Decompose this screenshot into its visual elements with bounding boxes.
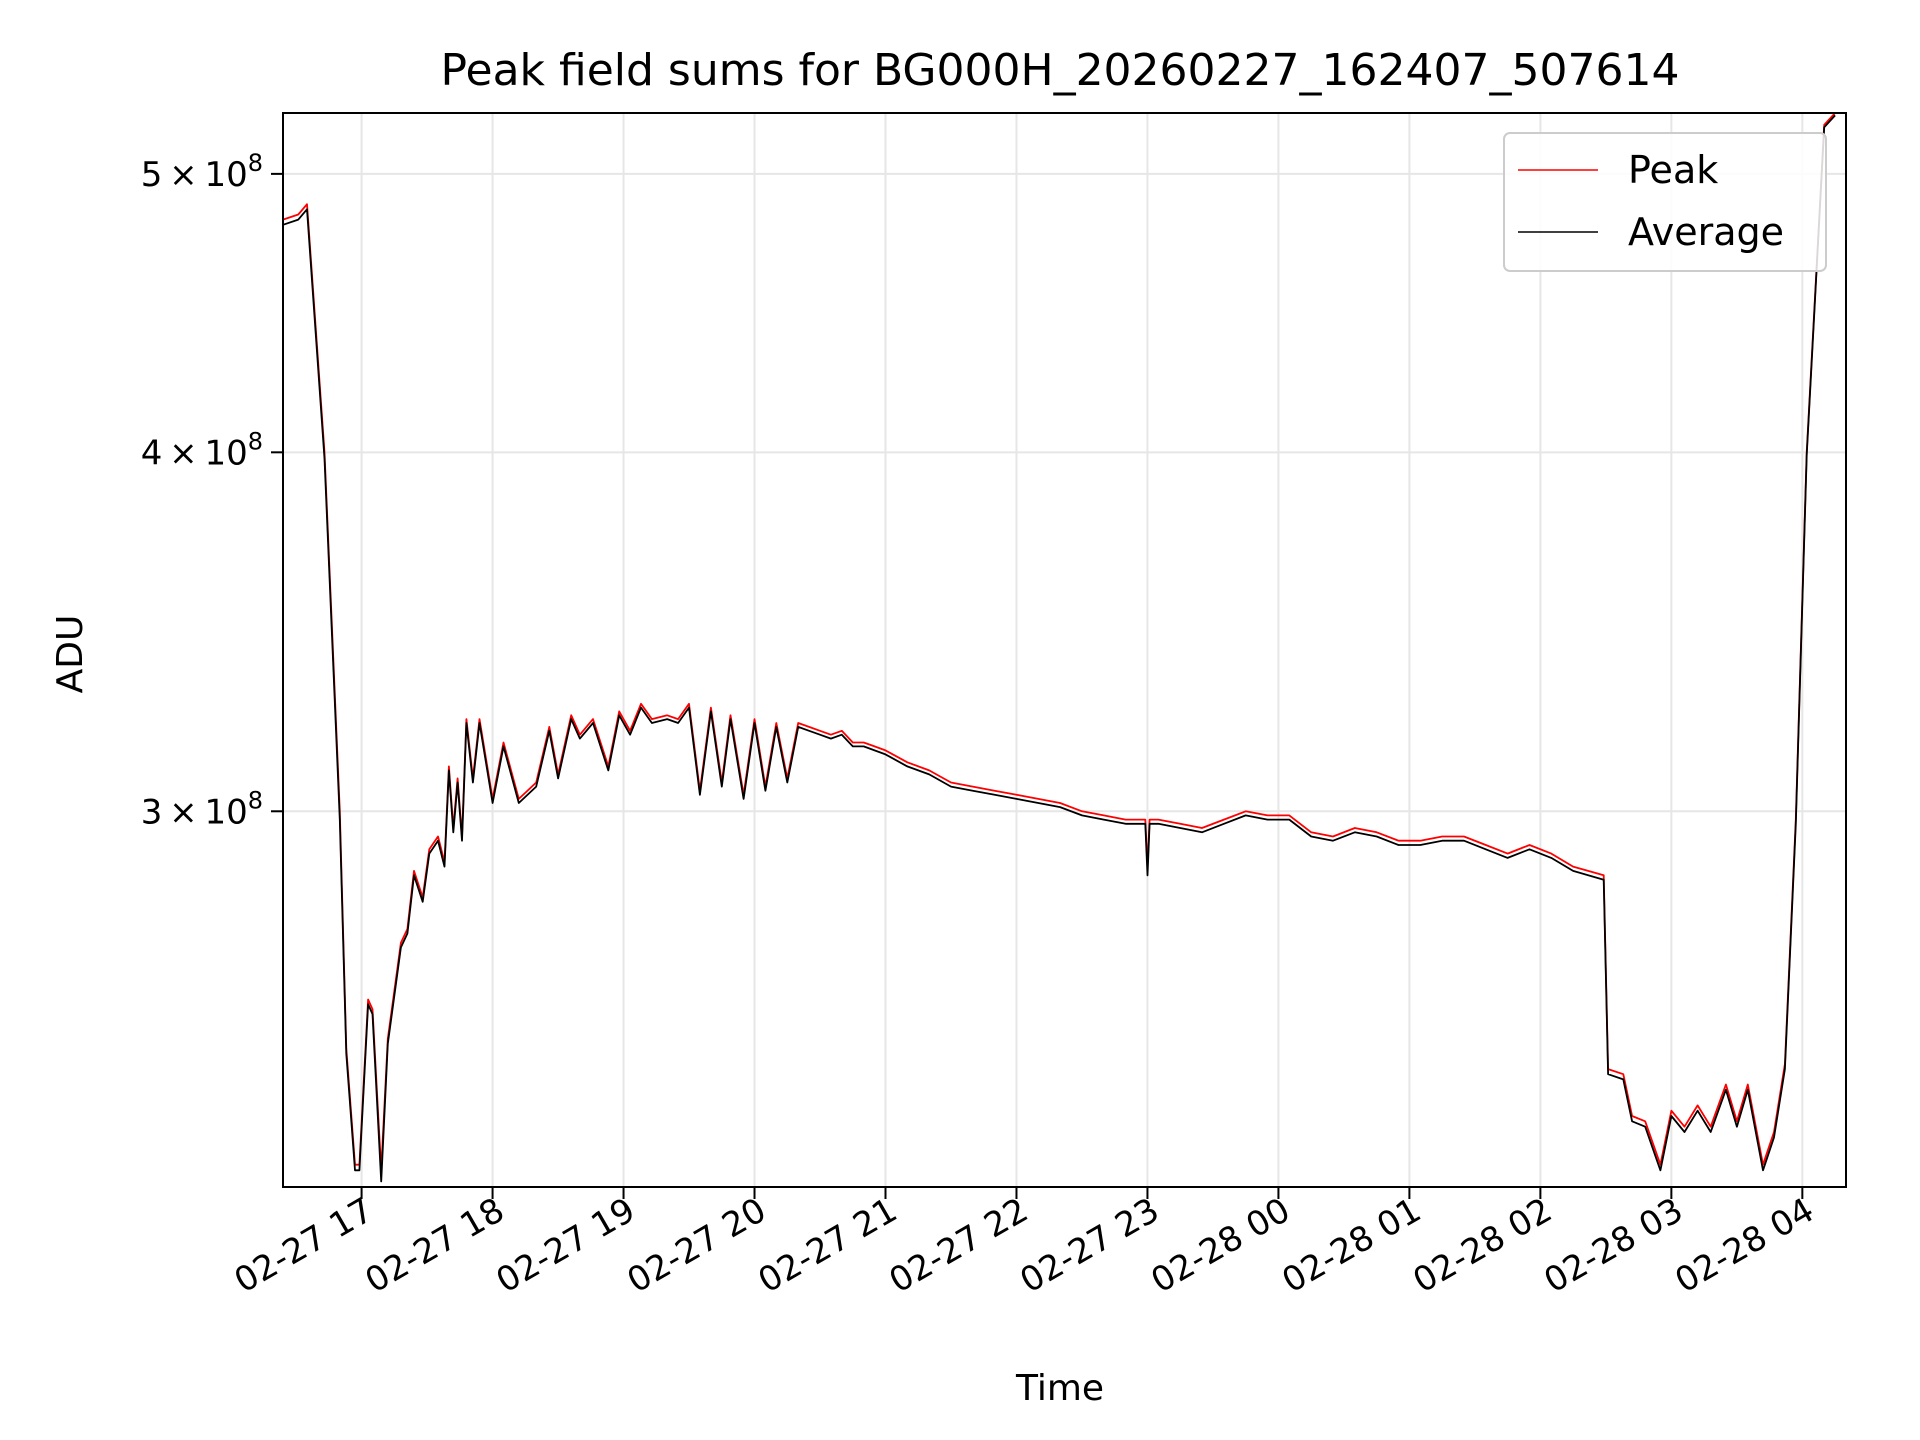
legend: Peak Average [1503,132,1827,272]
y-tick-label: 5 × 108 [141,149,263,195]
legend-box [1503,132,1827,272]
plot-frame [282,112,1847,1188]
legend-label-peak: Peak [1628,148,1718,192]
y-axis-title: ADU [50,615,91,694]
grid [283,113,1846,1187]
y-axis-ticks: 5 × 108 4 × 108 3 × 108 [141,149,283,832]
chart-title: Peak field sums for BG000H_20260227_1624… [441,45,1680,96]
series-lines [282,112,1836,1183]
series-line-average [282,114,1836,1183]
legend-label-average: Average [1628,210,1784,254]
y-tick-label: 3 × 108 [141,786,263,832]
series-line-peak [282,112,1836,1172]
y-tick-label: 4 × 108 [141,427,263,473]
x-axis-title: Time [1015,1368,1104,1409]
